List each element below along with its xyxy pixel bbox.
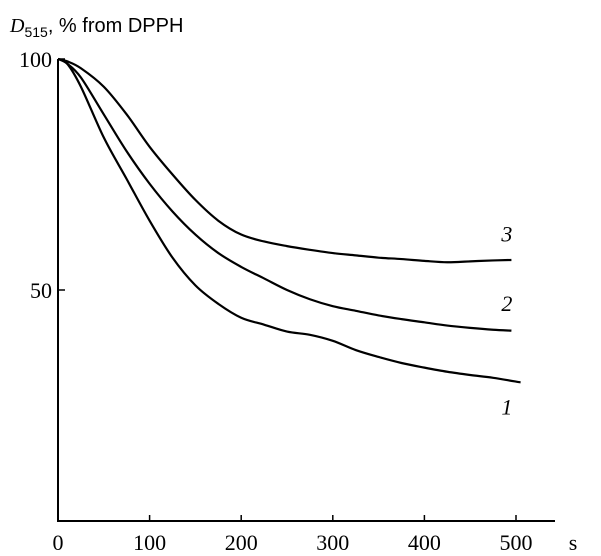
curves [57,57,521,384]
x-tick-label: 500 [500,530,533,555]
y-tick-label: 50 [30,278,52,303]
x-tick-label: 300 [316,530,349,555]
series-line-1 [57,57,521,384]
curve-label-3: 3 [500,221,512,246]
x-tick-label: 400 [408,530,441,555]
curve-label-1: 1 [501,395,512,420]
y-axis-label-main: D [9,15,25,37]
curve-label-2: 2 [501,291,512,316]
x-axis-label: s [569,530,578,555]
y-tick-label: 100 [19,47,52,72]
series-line-3 [57,57,512,264]
y-axis-label-subscript: 515 [24,24,48,40]
y-axis-label-rest: , % from DPPH [48,15,184,37]
y-axis-label: D515, % from DPPH [9,15,183,40]
x-tick-label: 100 [133,530,166,555]
series-line-2 [57,57,512,332]
curve-labels: 3 2 1 [500,221,512,419]
x-tick-label: 0 [53,530,64,555]
x-tick-label: 200 [225,530,258,555]
ticks: 0 100 200 300 400 500 50 100 [19,47,533,555]
